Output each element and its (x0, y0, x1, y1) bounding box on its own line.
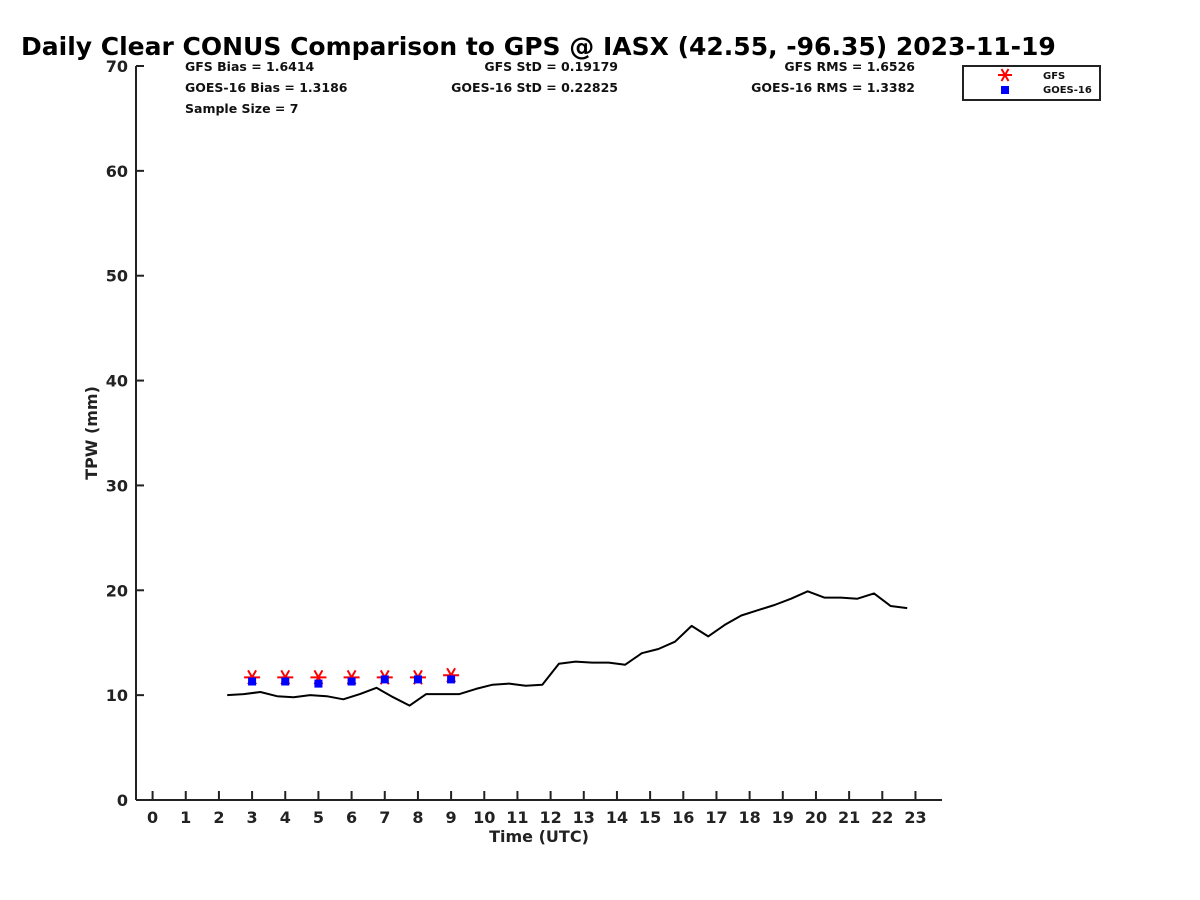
x-axis-label: Time (UTC) (489, 827, 589, 846)
y-tick-label: 60 (106, 162, 128, 181)
chart-title: Daily Clear CONUS Comparison to GPS @ IA… (21, 32, 1056, 61)
y-tick-label: 0 (117, 791, 128, 810)
x-tick-label: 8 (412, 808, 423, 827)
x-tick-label: 2 (213, 808, 224, 827)
x-tick-label: 17 (705, 808, 727, 827)
goes-std: GOES-16 StD = 0.22825 (451, 80, 618, 95)
plot-markers-group (244, 667, 460, 688)
x-tick-label: 10 (473, 808, 495, 827)
goes16-point (380, 675, 389, 684)
x-tick-label: 0 (147, 808, 158, 827)
legend-gfs-asterisk (998, 68, 1012, 82)
x-tick-label: 6 (346, 808, 357, 827)
legend-box (962, 65, 1101, 101)
x-tick-label: 16 (672, 808, 694, 827)
goes16-point (248, 677, 257, 686)
gps-tpw-line (227, 590, 908, 707)
goes16-point (281, 677, 290, 686)
goes16-point (347, 677, 356, 686)
legend-gfs-marker (998, 68, 1012, 82)
y-axis-label: TPW (mm) (82, 386, 101, 480)
legend-goes-label: GOES-16 (1043, 85, 1092, 96)
goes16-point (314, 679, 323, 688)
x-ticks: 0 1 2 3 4 5 6 7 8 9 10 11 12 13 14 15 16 17 18 19 20 21 22 23 (147, 791, 927, 827)
plot-line-group (227, 590, 908, 707)
x-tick-label: 3 (247, 808, 258, 827)
goes-bias: GOES-16 Bias = 1.3186 (185, 80, 348, 95)
x-tick-label: 18 (738, 808, 760, 827)
y-tick-label: 50 (106, 267, 128, 286)
y-tick-label: 10 (106, 686, 128, 705)
x-tick-label: 21 (838, 808, 860, 827)
axes (135, 66, 942, 801)
x-tick-label: 4 (280, 808, 291, 827)
x-tick-label: 15 (639, 808, 661, 827)
legend-gfs-label: GFS (1043, 71, 1065, 82)
y-tick-label: 40 (106, 372, 128, 391)
y-tick-label: 70 (106, 57, 128, 76)
x-tick-label: 7 (379, 808, 390, 827)
legend-goes-marker (1001, 86, 1009, 94)
gfs-rms: GFS RMS = 1.6526 (784, 59, 915, 74)
x-tick-label: 12 (539, 808, 561, 827)
gfs-bias: GFS Bias = 1.6414 (185, 59, 315, 74)
stats-block: GFS Bias = 1.6414 GOES-16 Bias = 1.3186 … (185, 59, 915, 116)
sample-size: Sample Size = 7 (185, 101, 298, 116)
legend: GFS GOES-16 (962, 65, 1101, 101)
x-tick-label: 19 (772, 808, 794, 827)
goes16-point (447, 675, 456, 684)
x-tick-label: 1 (180, 808, 191, 827)
x-tick-label: 20 (805, 808, 827, 827)
x-tick-label: 11 (506, 808, 528, 827)
y-tick-label: 20 (106, 581, 128, 600)
legend-goes-square (1001, 86, 1009, 94)
y-ticks: 0 10 20 30 40 50 60 70 (106, 57, 144, 810)
x-tick-label: 14 (606, 808, 628, 827)
x-tick-label: 23 (904, 808, 926, 827)
gfs-std: GFS StD = 0.19179 (484, 59, 618, 74)
x-tick-label: 9 (446, 808, 457, 827)
x-tick-label: 13 (573, 808, 595, 827)
goes-rms: GOES-16 RMS = 1.3382 (751, 80, 915, 95)
y-tick-label: 30 (106, 476, 128, 495)
x-tick-label: 22 (871, 808, 893, 827)
goes16-point (413, 675, 422, 684)
x-tick-label: 5 (313, 808, 324, 827)
